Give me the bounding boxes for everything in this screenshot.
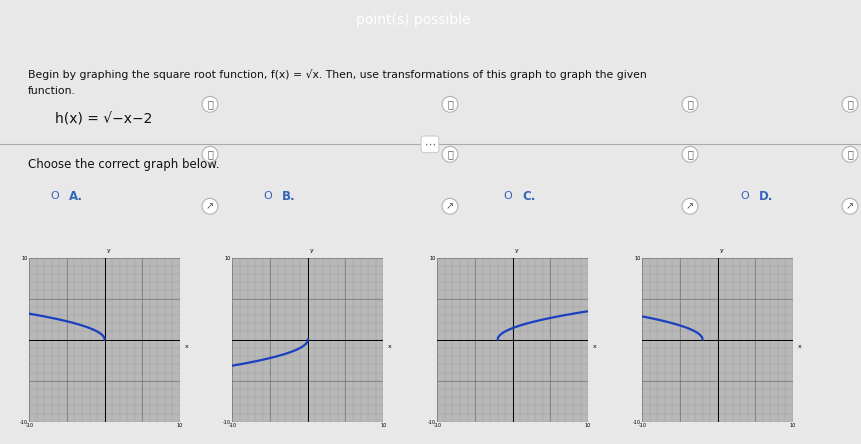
Text: x: x	[387, 344, 392, 349]
Text: O: O	[263, 191, 272, 201]
Text: function.: function.	[28, 86, 76, 96]
Text: y: y	[310, 248, 313, 254]
Text: Begin by graphing the square root function, f(x) = √x. Then, use transformations: Begin by graphing the square root functi…	[28, 69, 647, 80]
Text: Choose the correct graph below.: Choose the correct graph below.	[28, 159, 220, 171]
Text: y: y	[720, 248, 723, 254]
Text: ⌕: ⌕	[207, 99, 213, 109]
Text: O: O	[51, 191, 59, 201]
Text: C.: C.	[522, 190, 536, 203]
Text: ⌕: ⌕	[207, 149, 213, 159]
Text: x: x	[184, 344, 189, 349]
Text: ↗: ↗	[206, 201, 214, 211]
Text: B.: B.	[282, 190, 295, 203]
Text: O: O	[740, 191, 749, 201]
Text: ↗: ↗	[846, 201, 854, 211]
Text: h(x) = √−x−2: h(x) = √−x−2	[55, 112, 152, 127]
Text: O: O	[504, 191, 512, 201]
Text: ↗: ↗	[446, 201, 454, 211]
Text: ⌕: ⌕	[447, 149, 453, 159]
Text: ⌕: ⌕	[687, 149, 693, 159]
Text: ⌕: ⌕	[447, 99, 453, 109]
Text: ⌕: ⌕	[847, 149, 853, 159]
Text: y: y	[107, 248, 110, 254]
Text: x: x	[592, 344, 597, 349]
Text: ⌕: ⌕	[687, 99, 693, 109]
Text: ↗: ↗	[686, 201, 694, 211]
Text: ⌕: ⌕	[847, 99, 853, 109]
Text: A.: A.	[69, 190, 83, 203]
Text: x: x	[797, 344, 802, 349]
Text: D.: D.	[759, 190, 773, 203]
Text: ⋯: ⋯	[424, 139, 436, 149]
Text: point(s) possible: point(s) possible	[356, 13, 471, 27]
Text: y: y	[515, 248, 518, 254]
